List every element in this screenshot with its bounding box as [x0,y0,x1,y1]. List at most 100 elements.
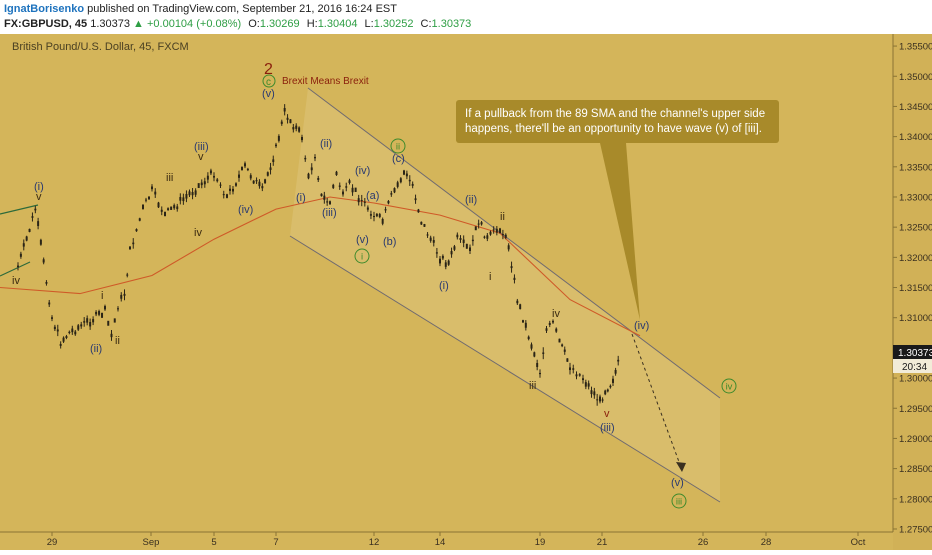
candle-body [258,181,261,187]
candle-body [304,157,307,160]
high-value: 1.30404 [317,18,358,30]
low-label: L: [364,18,374,30]
candle-body [601,399,604,401]
candle-body [179,197,182,201]
candle-body [516,300,519,304]
candle-body [148,196,150,200]
candle-body [283,108,286,112]
wave-label: (iv) [238,204,253,216]
candle-body [37,221,40,227]
candle-body [609,385,612,388]
candle-body [65,336,68,338]
wave-label: (i) [34,181,44,193]
candle-body [142,204,144,209]
author-link[interactable]: IgnatBorisenko [4,3,85,15]
candle-body [246,168,249,171]
time-tick-label: 28 [761,537,772,548]
candle-body [123,293,126,296]
candle-body [301,137,303,141]
candle-body [314,156,316,159]
time-tick-label: 14 [435,537,446,548]
candle-body [200,182,203,186]
green-wave-label: iv [726,382,733,393]
price-tick-label: 1.28500 [899,464,932,475]
candle-body [194,190,197,195]
channel-upper-line [307,87,721,399]
green-wave-label: iii [676,497,682,508]
green-wave-circle [671,493,687,509]
candle-body [138,218,141,221]
candle-body [261,186,264,189]
open-value: 1.30269 [259,18,300,30]
candle-body [369,214,372,216]
candle-body [113,318,116,323]
candle-body [477,223,480,225]
candle-body [527,336,530,340]
candle-body [354,187,357,192]
price-tick-label: 1.31500 [899,283,932,294]
candle-body [326,201,329,203]
low-value: 1.30252 [373,18,414,30]
candle-body [456,234,459,238]
candle-body [459,238,462,240]
candle-body [39,239,42,245]
candle-body [203,181,206,185]
chart-area[interactable]: 1.35500 1.35000 1.34500 1.34000 1.33500 1.330… [0,34,932,550]
candle-body [533,352,536,357]
candle-body [42,259,45,263]
candle-body [483,236,486,238]
candle-body [357,198,360,203]
candle-body [524,322,527,328]
wave-label: i [101,290,103,302]
candle-body [277,135,280,141]
wave-label: iii [529,380,536,392]
candle-body [170,206,173,210]
price-tick-label: 1.35000 [899,72,932,83]
candle-body [387,201,390,204]
candle-body [157,202,160,208]
candle-body [145,199,147,201]
candle-body [77,325,80,330]
candle-body [439,258,441,264]
price-tick-label: 1.29500 [899,404,932,415]
candle-body [255,180,258,182]
candle-body [390,193,393,195]
candle-body [213,175,215,178]
wave-label: (iii) [194,141,209,153]
price-tick-label: 1.33500 [899,162,932,173]
candle-body [552,320,554,323]
candle-body [185,194,188,199]
candle-body [129,246,131,250]
candle-body [513,277,516,280]
candle-body [310,167,313,171]
candle-body [295,125,298,129]
candle-body [289,119,292,124]
candle-body [530,344,533,349]
price-chart-svg[interactable]: 1.35500 1.35000 1.34500 1.34000 1.33500 1.330… [0,34,932,550]
candle-body [504,234,507,238]
wave-labels: iv(i)vi(ii)iiiiiiv(iii)v(iv)(v)(i)(ii)(i… [12,88,684,489]
candle-body [269,167,272,170]
candle-body [120,294,123,299]
candle-body [104,306,106,310]
candle-body [83,321,86,323]
candle-body [167,208,170,210]
wave-label: v [604,408,610,420]
candle-body [486,235,489,239]
candle-body [480,222,483,225]
candle-body [164,211,166,217]
candle-body [249,175,252,179]
wave-label: (i) [439,280,449,292]
wave-label: iv [12,275,20,287]
candle-body [68,331,71,333]
green-wave-label: ii [396,142,400,153]
candle-body [578,374,581,376]
wave-label: iv [552,308,560,320]
time-tick-label: 19 [535,537,546,548]
candle-body [329,201,331,205]
candle-body [28,228,31,232]
candle-body [226,194,228,198]
candle-body [378,214,381,218]
candle-body [342,191,344,195]
candle-body [596,399,599,401]
